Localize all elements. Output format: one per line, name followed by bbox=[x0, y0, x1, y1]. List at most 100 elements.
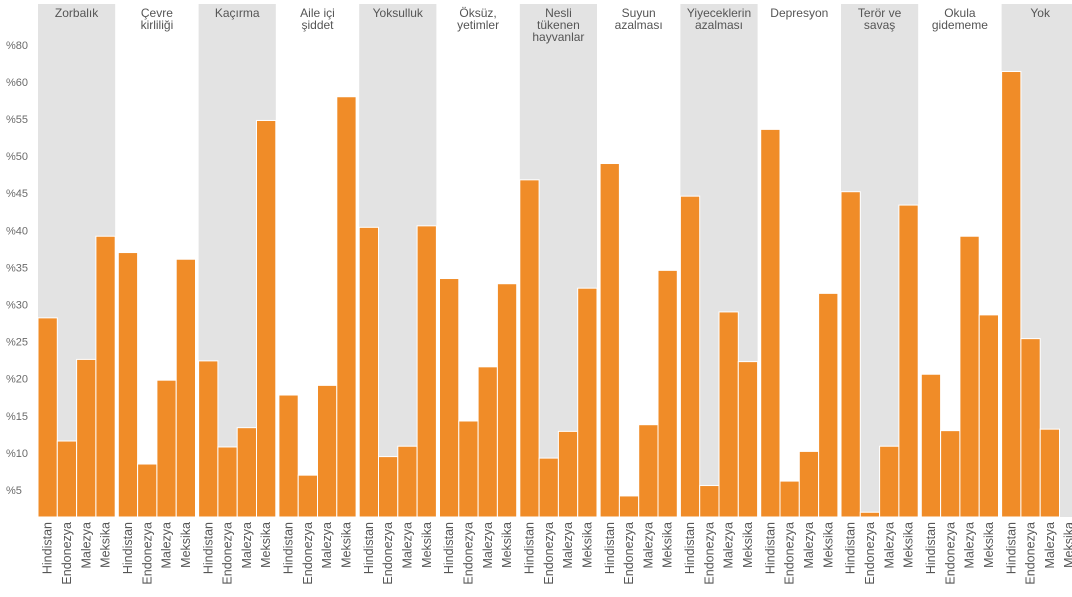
x-tick-label: Meksika bbox=[902, 522, 916, 568]
x-tick-label: Malezya bbox=[802, 522, 816, 569]
bar bbox=[699, 485, 720, 518]
panel-title: Yiyeceklerin azalması bbox=[687, 6, 751, 32]
x-tick-label: Hindistan bbox=[763, 522, 777, 574]
panel-title: Yok bbox=[1030, 6, 1051, 20]
bar bbox=[378, 456, 399, 518]
panel-title: Kaçırma bbox=[215, 6, 260, 20]
panel-title: Okula gidememe bbox=[932, 6, 988, 32]
bar bbox=[920, 373, 942, 518]
x-tick-label: Endonezya bbox=[1024, 522, 1038, 585]
bar bbox=[898, 204, 919, 518]
x-tick-label: Malezya bbox=[561, 522, 575, 569]
x-tick-label: Hindistan bbox=[924, 522, 938, 574]
panel-title: Yoksulluk bbox=[373, 6, 424, 20]
panel-title: Depresyon bbox=[770, 6, 828, 20]
bar bbox=[95, 235, 116, 518]
bar bbox=[737, 361, 759, 518]
bar bbox=[175, 258, 196, 518]
panel-titles: Zorbalık Çevre kirliliği Kaçırma Aile içi şid… bbox=[55, 6, 1051, 44]
panel-title: Aile içi şiddet bbox=[300, 6, 335, 32]
bar bbox=[657, 269, 678, 518]
bar bbox=[760, 128, 781, 518]
bar bbox=[879, 445, 900, 518]
x-tick-label: Meksika bbox=[259, 522, 273, 568]
panel-title: Öksüz, yetimler bbox=[457, 6, 499, 32]
bar bbox=[978, 314, 1000, 518]
y-tick-label: %55 bbox=[6, 114, 28, 126]
panel-title: Terör ve savaş bbox=[858, 6, 902, 32]
x-tick-label: Hindistan bbox=[1004, 522, 1018, 574]
x-tick-label: Malezya bbox=[320, 522, 334, 569]
x-tick-label: Hindistan bbox=[41, 522, 55, 574]
bar bbox=[618, 495, 640, 518]
bar bbox=[439, 278, 460, 518]
bar bbox=[1020, 338, 1041, 518]
bar bbox=[798, 450, 820, 518]
panel-title: Zorbalık bbox=[55, 6, 99, 20]
bar bbox=[859, 511, 881, 518]
y-tick-label: %15 bbox=[6, 411, 28, 423]
bar bbox=[840, 191, 861, 518]
x-tick-label: Malezya bbox=[722, 522, 736, 569]
bar bbox=[358, 226, 380, 518]
x-tick-label: Meksika bbox=[420, 522, 434, 568]
bar bbox=[679, 195, 701, 518]
bar bbox=[297, 474, 319, 518]
x-tick-label: Meksika bbox=[1062, 522, 1072, 568]
x-tick-label: Hindistan bbox=[522, 522, 536, 574]
x-tick-label: Endonezya bbox=[943, 522, 957, 585]
y-tick-label: %80 bbox=[6, 40, 28, 52]
bar bbox=[336, 96, 357, 518]
x-tick-label: Endonezya bbox=[301, 522, 315, 585]
bar bbox=[117, 252, 139, 518]
bar bbox=[557, 430, 579, 518]
y-tick-label: %5 bbox=[6, 485, 22, 497]
panel-title: Suyun azalması bbox=[615, 6, 663, 32]
x-axis-labels: Hindistan Endonezya Malezya Meksika Hindista… bbox=[41, 522, 1072, 585]
bar bbox=[1001, 71, 1022, 518]
bar bbox=[217, 446, 238, 518]
x-tick-label: Endonezya bbox=[863, 522, 877, 585]
x-tick-label: Endonezya bbox=[622, 522, 636, 585]
bar bbox=[256, 119, 277, 518]
bar bbox=[959, 235, 980, 518]
bar bbox=[718, 311, 739, 518]
bar bbox=[317, 384, 338, 518]
x-tick-label: Malezya bbox=[1043, 522, 1057, 569]
bar bbox=[940, 430, 961, 518]
bar bbox=[496, 283, 518, 518]
bar bbox=[76, 358, 97, 518]
x-tick-label: Hindistan bbox=[282, 522, 296, 574]
x-tick-label: Endonezya bbox=[702, 522, 716, 585]
y-tick-label: %45 bbox=[6, 188, 28, 200]
x-tick-label: Hindistan bbox=[362, 522, 376, 574]
x-tick-label: Endonezya bbox=[221, 522, 235, 585]
x-tick-label: Meksika bbox=[339, 522, 353, 568]
x-tick-label: Malezya bbox=[400, 522, 414, 569]
x-tick-label: Hindistan bbox=[683, 522, 697, 574]
y-axis: %5 %10 %15 %20 %25 %30 %35 %40 %45 %50 %55 %60 %80 bbox=[6, 40, 28, 497]
bar bbox=[198, 360, 219, 518]
bars bbox=[37, 71, 1060, 518]
y-tick-label: %40 bbox=[6, 225, 28, 237]
panel-title: Nesli tükenen hayvanlar bbox=[532, 6, 584, 44]
x-tick-label: Endonezya bbox=[783, 522, 797, 585]
x-tick-label: Meksika bbox=[99, 522, 113, 568]
x-tick-label: Meksika bbox=[500, 522, 514, 568]
x-tick-label: Malezya bbox=[240, 522, 254, 569]
x-tick-label: Endonezya bbox=[60, 522, 74, 585]
x-tick-label: Hindistan bbox=[844, 522, 858, 574]
y-tick-label: %20 bbox=[6, 374, 28, 386]
bar bbox=[1039, 428, 1060, 518]
bar bbox=[477, 366, 498, 518]
x-tick-label: Hindistan bbox=[201, 522, 215, 574]
x-tick-label: Endonezya bbox=[381, 522, 395, 585]
bar bbox=[416, 225, 437, 518]
x-tick-label: Malezya bbox=[160, 522, 174, 569]
bar bbox=[278, 394, 299, 518]
panel-title: Çevre kirliliği bbox=[141, 6, 174, 32]
x-tick-label: Endonezya bbox=[140, 522, 154, 585]
bar bbox=[599, 163, 620, 518]
x-tick-label: Hindistan bbox=[603, 522, 617, 574]
